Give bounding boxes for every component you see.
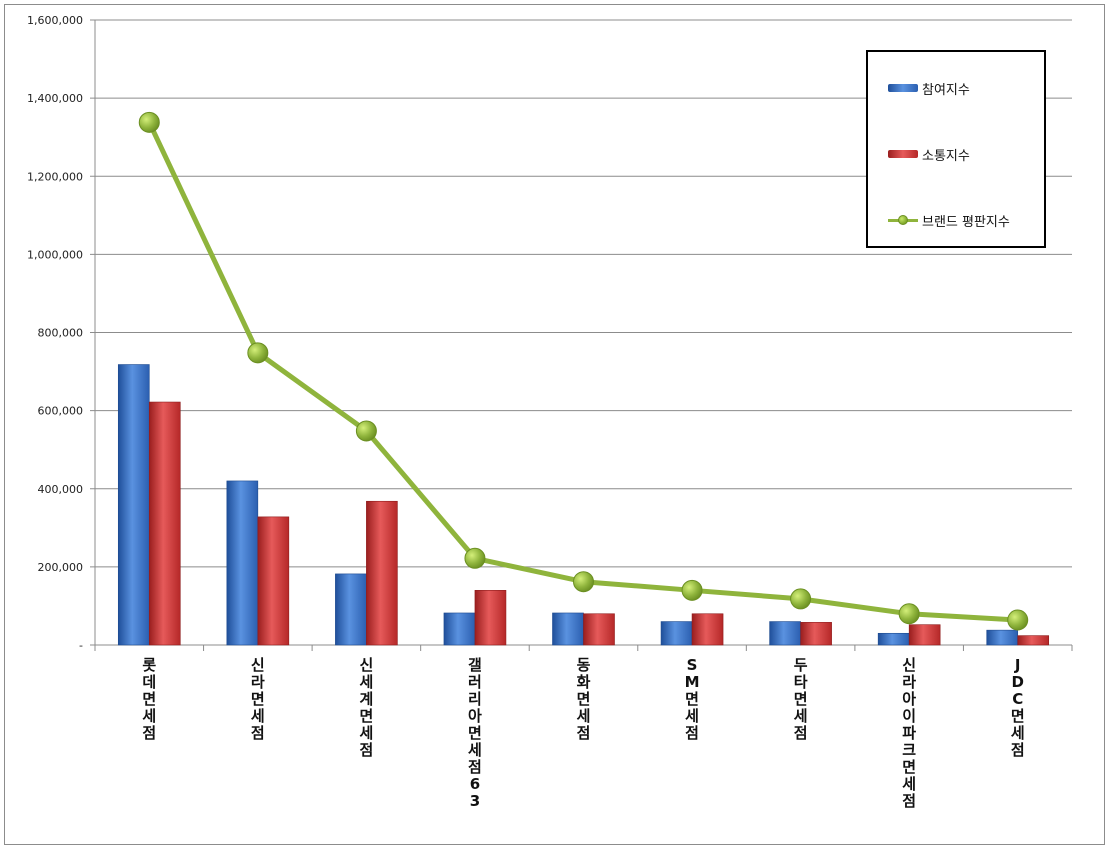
bars [117, 364, 1050, 646]
legend: 참여지수 소통지수 브랜드 평판지수 [866, 50, 1046, 248]
legend-swatch-line [888, 214, 918, 226]
bar-participation-3 [443, 612, 476, 646]
y-tick-label: 1,600,000 [27, 14, 83, 27]
y-tick-label: 400,000 [38, 483, 84, 496]
legend-swatch-blue [888, 84, 918, 92]
bar-participation-5 [660, 621, 693, 646]
bar-communication-7 [908, 624, 941, 646]
bar-communication-5 [691, 613, 724, 646]
y-tick-label: 600,000 [38, 405, 84, 418]
legend-swatch-red [888, 150, 918, 158]
brand-point-4 [573, 571, 594, 593]
brand-point-3 [464, 547, 486, 569]
brand-point-7 [898, 603, 920, 625]
bar-participation-6 [769, 621, 801, 646]
bar-participation-8 [986, 629, 1019, 646]
y-tick-label: - [79, 639, 83, 652]
y-tick-label: 1,400,000 [27, 92, 83, 105]
y-tick-label: 1,200,000 [27, 170, 83, 183]
bar-communication-6 [800, 622, 832, 646]
legend-item-communication: 소통지수 [888, 144, 970, 164]
bar-communication-1 [257, 516, 290, 646]
bar-communication-2 [366, 500, 398, 646]
y-tick-label: 1,000,000 [27, 248, 83, 261]
bar-participation-2 [335, 573, 367, 646]
bar-communication-4 [583, 613, 615, 646]
brand-point-6 [790, 588, 812, 610]
brand-point-8 [1007, 609, 1029, 631]
bar-participation-1 [226, 480, 259, 646]
line-series [138, 111, 1029, 631]
y-tick-label: 200,000 [38, 561, 84, 574]
legend-label: 브랜드 평판지수 [922, 214, 1010, 230]
legend-item-brand: 브랜드 평판지수 [888, 210, 1010, 230]
brand-point-1 [247, 342, 269, 364]
bar-participation-4 [552, 612, 584, 646]
legend-label: 소통지수 [922, 148, 970, 164]
brand-point-5 [681, 579, 703, 601]
brand-point-2 [355, 420, 377, 442]
axis-labels: - 200,000 400,000 600,000 800,000 1,000,000 1,… [27, 14, 1025, 810]
bar-participation-0 [117, 364, 150, 646]
y-tick-label: 800,000 [38, 327, 84, 340]
bar-participation-7 [877, 632, 910, 646]
legend-item-participation: 참여지수 [888, 78, 970, 98]
legend-label: 참여지수 [922, 82, 970, 98]
brand-point-0 [138, 111, 160, 133]
bar-communication-8 [1017, 635, 1050, 646]
bar-communication-0 [148, 401, 181, 646]
bar-communication-3 [474, 590, 507, 646]
